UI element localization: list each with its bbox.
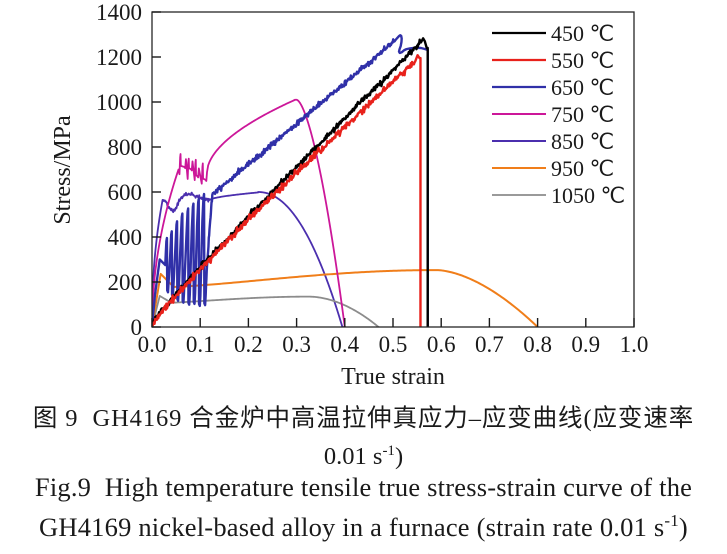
svg-text:850 ℃: 850 ℃ (551, 129, 614, 154)
svg-text:200: 200 (108, 270, 143, 295)
svg-text:1000: 1000 (96, 90, 142, 115)
svg-text:1400: 1400 (96, 0, 142, 25)
svg-text:650 ℃: 650 ℃ (551, 75, 614, 100)
svg-text:750 ℃: 750 ℃ (551, 102, 614, 127)
svg-text:0.3: 0.3 (282, 332, 311, 357)
svg-text:400: 400 (108, 225, 143, 250)
svg-text:0.8: 0.8 (523, 332, 552, 357)
svg-text:0.7: 0.7 (475, 332, 504, 357)
svg-text:0.0: 0.0 (138, 332, 167, 357)
svg-text:0.1: 0.1 (186, 332, 215, 357)
svg-text:0.9: 0.9 (571, 332, 600, 357)
svg-text:600: 600 (108, 180, 143, 205)
svg-text:1200: 1200 (96, 45, 142, 70)
svg-text:Stress/MPa: Stress/MPa (50, 115, 76, 225)
svg-text:450 ℃: 450 ℃ (551, 21, 614, 46)
svg-text:950 ℃: 950 ℃ (551, 156, 614, 181)
svg-text:0.2: 0.2 (234, 332, 263, 357)
svg-text:1.0: 1.0 (620, 332, 649, 357)
svg-text:1050 ℃: 1050 ℃ (551, 183, 625, 208)
svg-text:0.4: 0.4 (330, 332, 359, 357)
svg-text:0.5: 0.5 (379, 332, 408, 357)
svg-text:0.6: 0.6 (427, 332, 456, 357)
svg-text:True strain: True strain (341, 364, 445, 390)
svg-text:550 ℃: 550 ℃ (551, 48, 614, 73)
svg-text:800: 800 (108, 135, 143, 160)
